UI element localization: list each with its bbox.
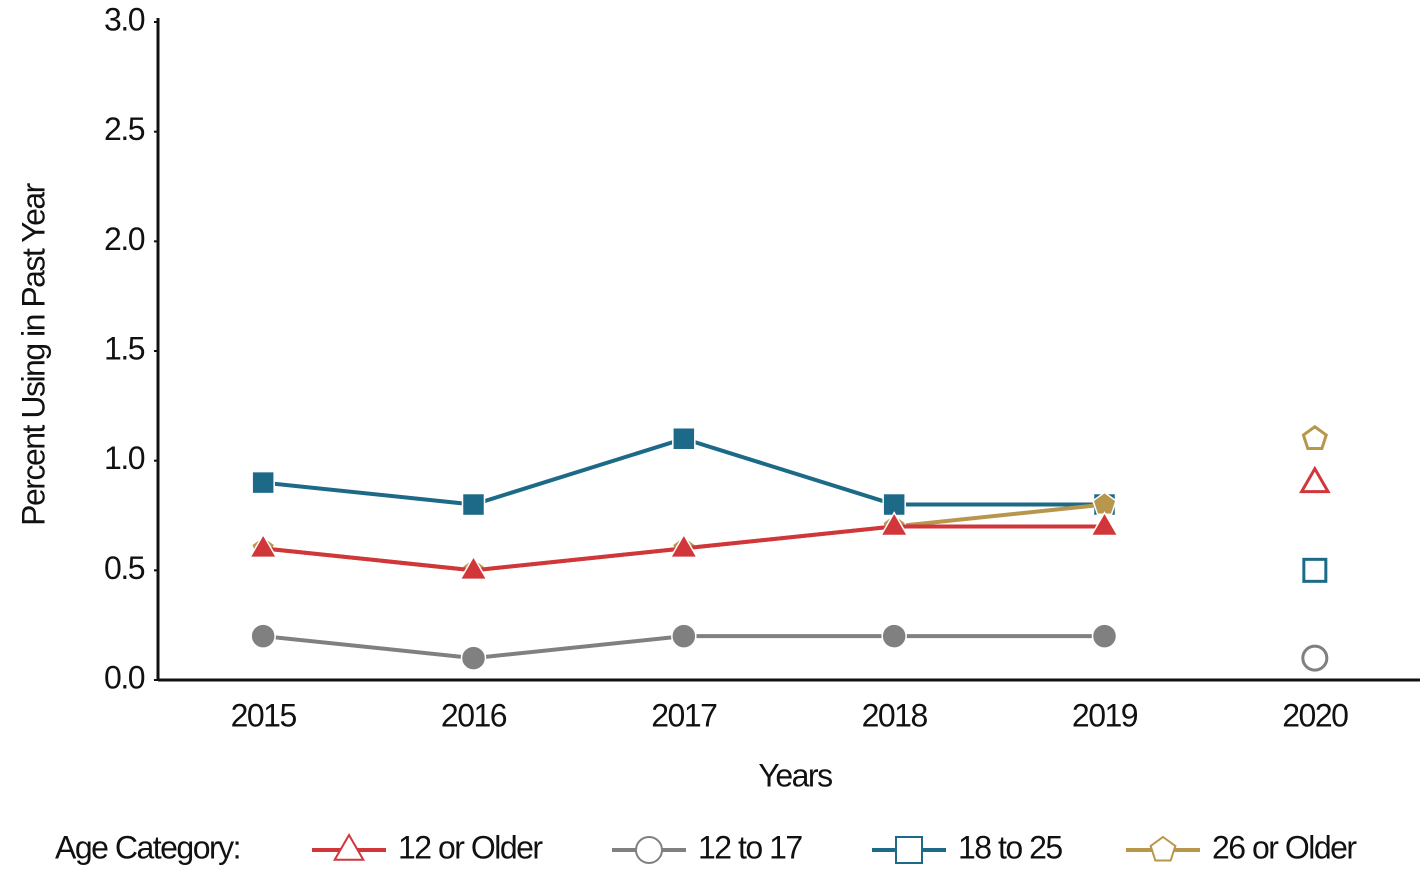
data-point: [248, 533, 278, 559]
data-point: [1301, 644, 1329, 672]
data-point: [250, 623, 276, 649]
data-point: [1301, 424, 1329, 450]
data-point: [669, 533, 699, 559]
x-tick-label: 2016: [441, 697, 507, 733]
data-point: [1091, 623, 1118, 649]
legend-label: 12 to 17: [698, 829, 802, 865]
legend-title: Age Category:: [55, 829, 240, 865]
data-point: [879, 511, 909, 537]
y-axis-label: Percent Using in Past Year: [15, 182, 51, 526]
x-tick-label: 2015: [231, 697, 297, 733]
y-tick-label: 1.5: [104, 330, 145, 366]
data-point: [251, 470, 275, 495]
x-axis-label: Years: [758, 757, 832, 793]
y-tick-label: 2.5: [104, 111, 145, 147]
data-point: [671, 623, 697, 649]
y-tick-label: 3.0: [104, 1, 145, 37]
legend-label: 12 or Older: [398, 829, 543, 865]
y-tick-label: 0.5: [104, 550, 145, 586]
x-tick-label: 2020: [1282, 697, 1348, 733]
legend-label: 18 to 25: [958, 829, 1062, 865]
data-point: [1089, 511, 1120, 537]
data-point: [461, 492, 486, 517]
legend-marker: [1149, 835, 1177, 862]
data-point: [460, 645, 487, 671]
data-point: [881, 623, 907, 649]
data-point: [1299, 465, 1331, 494]
data-point: [458, 555, 489, 581]
y-tick-label: 0.0: [104, 659, 145, 695]
legend-label: 26 or Older: [1212, 829, 1357, 865]
y-tick-label: 1.0: [104, 440, 145, 476]
legend-marker: [332, 833, 366, 861]
legend-marker: [895, 836, 923, 864]
y-tick-label: 2.0: [104, 221, 145, 257]
data-point: [1302, 557, 1328, 583]
x-tick-label: 2019: [1072, 697, 1138, 733]
legend-marker: [635, 836, 663, 864]
data-point: [672, 426, 696, 451]
x-tick-label: 2018: [862, 697, 928, 733]
x-tick-label: 2017: [651, 697, 717, 733]
